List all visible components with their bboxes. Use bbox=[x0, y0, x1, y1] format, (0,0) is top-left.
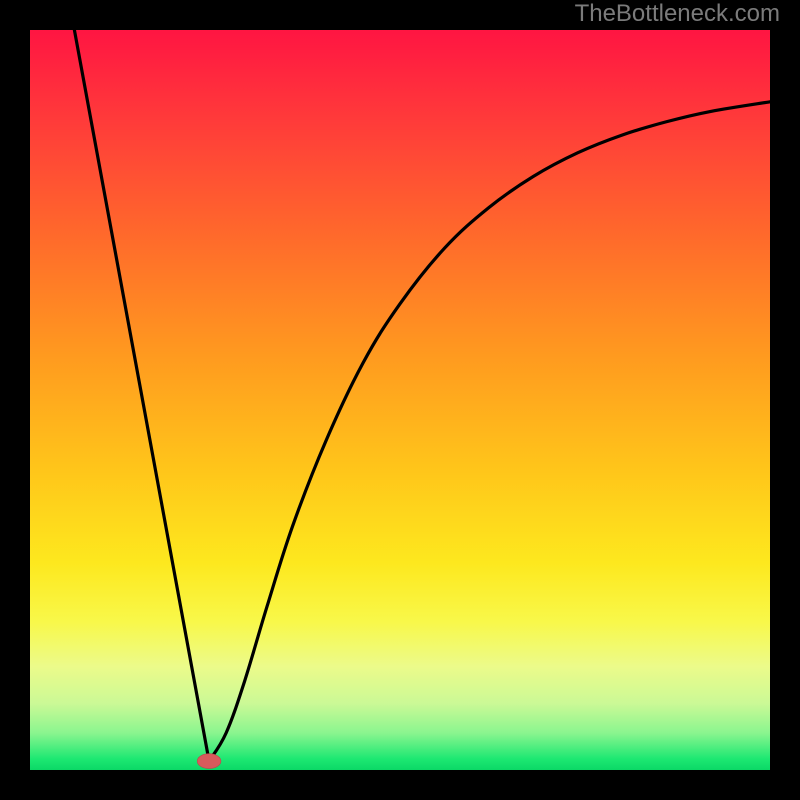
chart-stage: TheBottleneck.com bbox=[0, 0, 800, 800]
chart-svg bbox=[0, 0, 800, 800]
min-marker bbox=[197, 754, 221, 769]
